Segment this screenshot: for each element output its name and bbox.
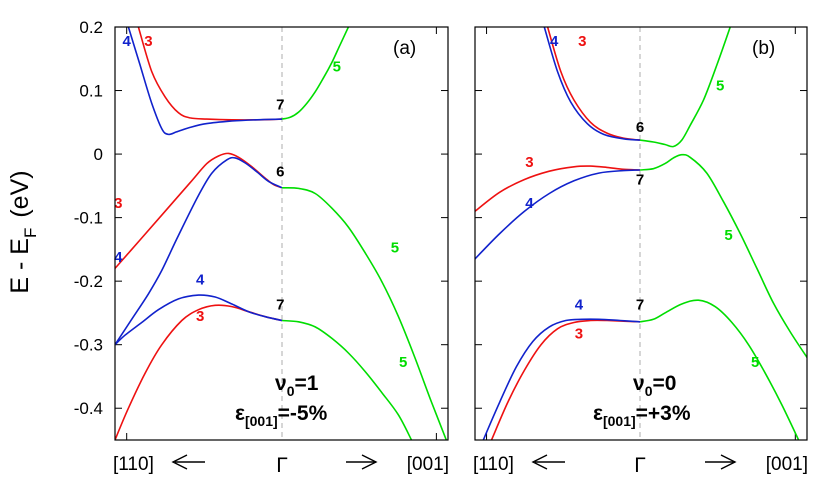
svg-text:E - EF(eV): E - EF (eV) <box>6 170 40 293</box>
nu-symbol: ν <box>633 372 645 395</box>
epsilon-symbol: ε <box>235 402 245 425</box>
nu-subscript: 0 <box>287 383 295 399</box>
arrow-left-head-icon <box>171 454 188 470</box>
nu-subscript: 0 <box>645 383 653 399</box>
nu-value: =0 <box>652 372 676 395</box>
epsilon-subscript: [001] <box>245 413 278 429</box>
band-4-line <box>115 294 283 346</box>
band-label: 5 <box>399 354 407 371</box>
arrow-left-head-icon <box>531 454 548 470</box>
series-group <box>115 27 448 440</box>
epsilon-subscript: [001] <box>603 413 636 429</box>
epsilon-symbol: ε <box>593 402 603 425</box>
band-label: 7 <box>636 172 644 189</box>
band-label: 5 <box>724 227 732 244</box>
band-label: 4 <box>575 297 584 314</box>
band-label: 4 <box>550 33 559 50</box>
y-axis-label-unit: (eV) <box>6 170 34 217</box>
band-label: 3 <box>525 154 533 171</box>
band-5-line <box>639 299 800 440</box>
arrow-right-head-icon <box>720 454 737 470</box>
nu-value: =1 <box>294 372 318 395</box>
band-3-line <box>137 27 283 121</box>
band-label: 4 <box>525 195 534 212</box>
band-4-line <box>475 169 641 260</box>
band-label: 4 <box>123 33 132 50</box>
y-axis-label: E - E <box>6 238 34 294</box>
y-axis-title: E - EF (eV) <box>6 170 40 293</box>
epsilon-value: =-5% <box>278 402 328 425</box>
x-label-gamma: Γ <box>276 454 288 477</box>
band-label: 3 <box>196 308 204 325</box>
panel-a: 0.20.10-0.1-0.2-0.3-0.44 35763454375(a)ν0… <box>74 18 449 477</box>
band-label: 5 <box>391 240 399 257</box>
panel-label: (a) <box>393 38 416 59</box>
band-label: 5 <box>751 354 759 371</box>
y-tick-label: -0.1 <box>74 209 103 228</box>
y-tick-label: 0.2 <box>79 18 103 37</box>
band-5-line <box>639 153 807 358</box>
arrow-right-head-icon <box>361 454 378 470</box>
band-5-line <box>281 319 413 440</box>
band-3-line <box>475 165 641 212</box>
band-label: 7 <box>636 297 644 314</box>
band-label: 5 <box>333 58 341 75</box>
panel-label: (b) <box>752 38 775 59</box>
band-label: 3 <box>575 325 583 342</box>
plot-frame <box>114 26 449 441</box>
y-tick-label: -0.2 <box>74 272 103 291</box>
strain-annotation: ε[001]=-5% <box>235 402 328 429</box>
band-4-line <box>115 156 283 346</box>
band-label: 5 <box>716 78 724 95</box>
y-tick-label: -0.3 <box>74 336 103 355</box>
band-3-line <box>115 152 283 269</box>
strain-annotation: ε[001]=+3% <box>593 402 691 429</box>
band-label: 3 <box>144 33 152 50</box>
y-tick-label: 0.1 <box>79 82 103 101</box>
x-label-left: [110] <box>473 454 514 475</box>
band-label: 7 <box>276 297 284 314</box>
band-5-line <box>281 27 350 120</box>
band-label: 3 <box>114 195 122 212</box>
band-label: 4 <box>196 271 205 288</box>
band-label: 3 <box>578 33 586 50</box>
x-label-right: [001] <box>766 454 808 475</box>
band-label: 4 <box>114 249 123 266</box>
nu-annotation: ν0=1 <box>275 372 319 399</box>
plot-frame <box>474 26 808 441</box>
epsilon-value: =+3% <box>636 402 691 425</box>
band-label: 6 <box>276 163 284 180</box>
series-group <box>475 27 807 440</box>
x-label-right: [001] <box>407 454 449 475</box>
band-label: 7 <box>276 97 284 114</box>
band-4-line <box>543 27 641 141</box>
y-tick-label: -0.4 <box>74 399 103 418</box>
nu-symbol: ν <box>275 372 287 395</box>
band-5-line <box>639 27 731 148</box>
band-4-line <box>127 27 283 136</box>
band-4-line <box>482 318 641 440</box>
y-tick-label: 0 <box>94 145 103 164</box>
x-label-left: [110] <box>113 454 154 475</box>
nu-annotation: ν0=0 <box>633 372 676 399</box>
band-label: 6 <box>636 119 644 136</box>
y-axis-label-subscript: F <box>21 228 40 238</box>
band-5-line <box>281 186 448 440</box>
x-label-gamma: Γ <box>634 454 646 477</box>
